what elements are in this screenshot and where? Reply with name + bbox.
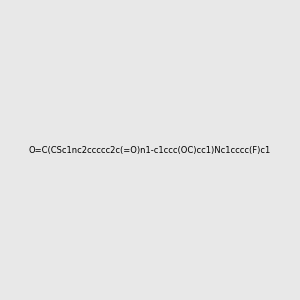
Text: O=C(CSc1nc2ccccc2c(=O)n1-c1ccc(OC)cc1)Nc1cccc(F)c1: O=C(CSc1nc2ccccc2c(=O)n1-c1ccc(OC)cc1)Nc… (29, 146, 271, 154)
